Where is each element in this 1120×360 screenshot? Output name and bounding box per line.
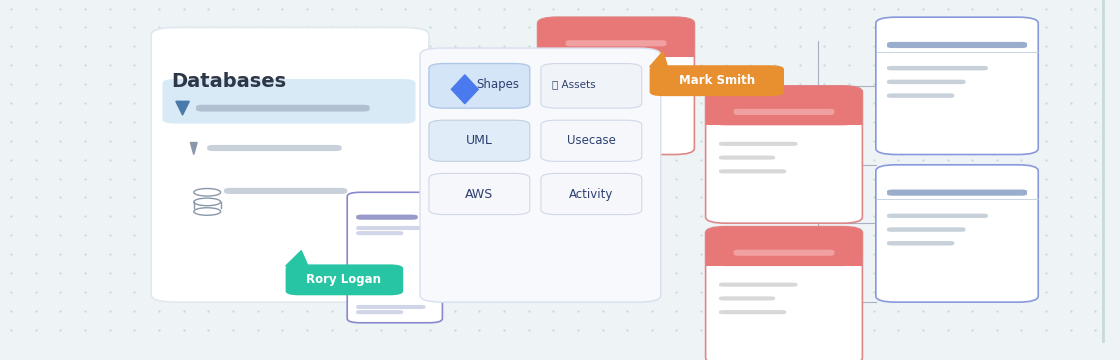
Text: Rory Logan: Rory Logan [307,273,381,286]
FancyBboxPatch shape [887,42,1027,48]
FancyBboxPatch shape [356,215,418,220]
FancyBboxPatch shape [734,249,834,256]
FancyBboxPatch shape [719,283,797,287]
FancyBboxPatch shape [551,100,618,105]
Text: 🎒 Assets: 🎒 Assets [552,79,596,89]
FancyBboxPatch shape [719,296,775,301]
FancyBboxPatch shape [887,93,954,98]
FancyBboxPatch shape [706,227,862,360]
FancyBboxPatch shape [538,17,694,57]
FancyBboxPatch shape [429,120,530,161]
FancyBboxPatch shape [566,40,666,46]
FancyBboxPatch shape [356,310,403,314]
FancyBboxPatch shape [706,86,862,125]
FancyBboxPatch shape [429,174,530,215]
FancyBboxPatch shape [887,189,1027,196]
Bar [706,112,862,125]
FancyBboxPatch shape [286,264,403,295]
FancyBboxPatch shape [734,109,834,115]
FancyBboxPatch shape [887,80,965,84]
Polygon shape [176,101,189,115]
FancyBboxPatch shape [887,213,988,218]
FancyBboxPatch shape [356,231,403,235]
FancyBboxPatch shape [420,48,661,302]
Polygon shape [650,51,668,67]
Polygon shape [451,75,478,104]
Text: Activity: Activity [569,188,614,201]
FancyBboxPatch shape [887,227,965,232]
FancyBboxPatch shape [196,105,370,112]
Bar [706,252,862,266]
Text: Usecase: Usecase [567,134,616,147]
FancyBboxPatch shape [706,86,862,223]
FancyBboxPatch shape [538,17,694,154]
FancyBboxPatch shape [887,241,954,246]
FancyBboxPatch shape [876,17,1038,154]
FancyBboxPatch shape [541,63,642,108]
Polygon shape [286,251,308,266]
FancyBboxPatch shape [719,156,775,160]
FancyBboxPatch shape [151,27,429,302]
Text: Shapes: Shapes [476,78,519,91]
FancyBboxPatch shape [719,169,786,174]
Text: Mark Smith: Mark Smith [679,74,755,87]
Text: UML: UML [466,134,493,147]
FancyBboxPatch shape [356,226,426,230]
FancyBboxPatch shape [706,227,862,266]
FancyBboxPatch shape [541,120,642,161]
Bar [538,43,694,57]
FancyBboxPatch shape [224,188,347,194]
FancyBboxPatch shape [551,87,607,91]
FancyBboxPatch shape [207,145,342,151]
Polygon shape [190,143,197,154]
FancyBboxPatch shape [876,165,1038,302]
FancyBboxPatch shape [429,63,530,108]
FancyBboxPatch shape [347,192,442,323]
FancyBboxPatch shape [887,66,988,71]
FancyBboxPatch shape [719,142,797,146]
FancyBboxPatch shape [541,174,642,215]
FancyBboxPatch shape [356,305,426,309]
Text: AWS: AWS [465,188,494,201]
FancyBboxPatch shape [551,73,629,77]
FancyBboxPatch shape [162,79,416,123]
FancyBboxPatch shape [650,65,784,96]
FancyBboxPatch shape [719,310,786,314]
Text: Databases: Databases [171,72,287,91]
